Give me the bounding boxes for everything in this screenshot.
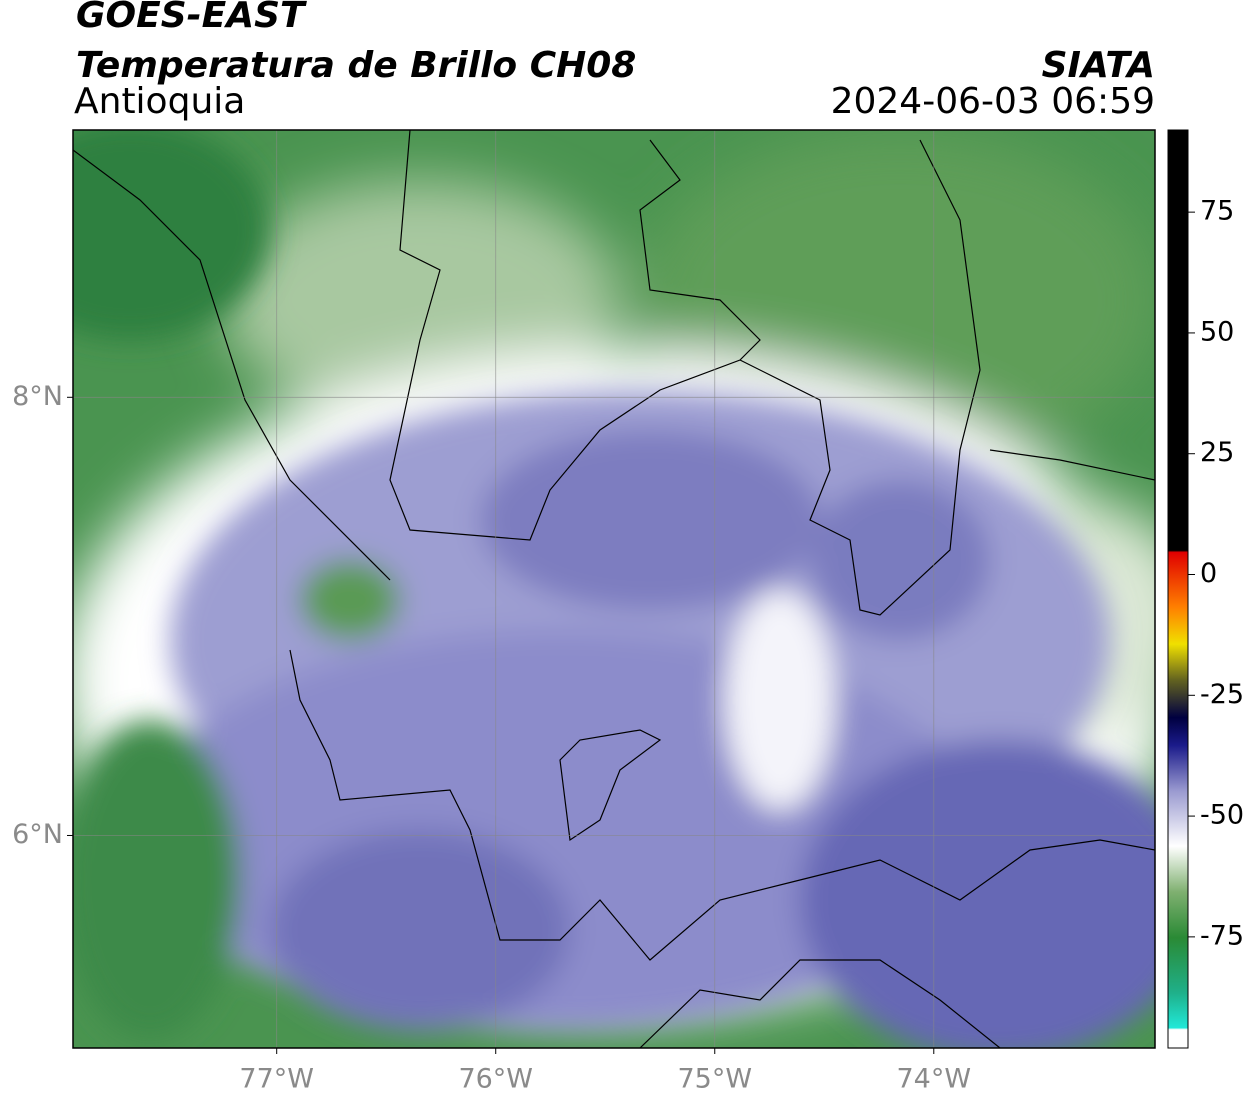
map-frame	[72, 129, 1156, 1049]
colorbar-tick-label: 50	[1200, 316, 1234, 347]
colorbar-tick-label: -50	[1200, 800, 1244, 831]
timestamp: 2024-06-03 06:59	[831, 81, 1155, 122]
colorbar-tick-label: 0	[1200, 558, 1217, 589]
grid	[73, 130, 1155, 1048]
source: SIATA	[1042, 45, 1155, 86]
x-tick-label: 77°W	[239, 1064, 314, 1095]
colorbar-tick-label: 25	[1200, 437, 1234, 468]
y-tick-label: 8°N	[12, 381, 63, 412]
title: GOES-EAST	[76, 0, 307, 36]
x-tick-label: 76°W	[458, 1064, 533, 1095]
x-tick-label: 74°W	[897, 1064, 972, 1095]
colorbar-tick-label: 75	[1200, 196, 1234, 227]
y-tick-label: 6°N	[12, 819, 63, 850]
colorbar-tick-label: -75	[1200, 920, 1244, 951]
colorbar	[1167, 129, 1189, 1049]
colorbar-tick-label: -25	[1200, 679, 1244, 710]
x-tick-label: 75°W	[677, 1064, 752, 1095]
subtitle: Temperatura de Brillo CH08	[76, 45, 636, 86]
region: Antioquia	[74, 81, 245, 122]
map-image	[73, 130, 1155, 1048]
